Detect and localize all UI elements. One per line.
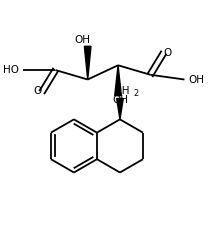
Text: OH: OH	[188, 75, 204, 84]
Polygon shape	[115, 65, 121, 96]
Polygon shape	[84, 46, 91, 80]
Text: NH: NH	[114, 86, 130, 96]
Text: O: O	[33, 86, 42, 96]
Text: 2: 2	[133, 88, 138, 98]
Polygon shape	[117, 99, 123, 119]
Text: HO: HO	[3, 65, 19, 75]
Text: OH: OH	[112, 95, 128, 105]
Text: O: O	[163, 48, 172, 58]
Text: OH: OH	[74, 35, 90, 45]
